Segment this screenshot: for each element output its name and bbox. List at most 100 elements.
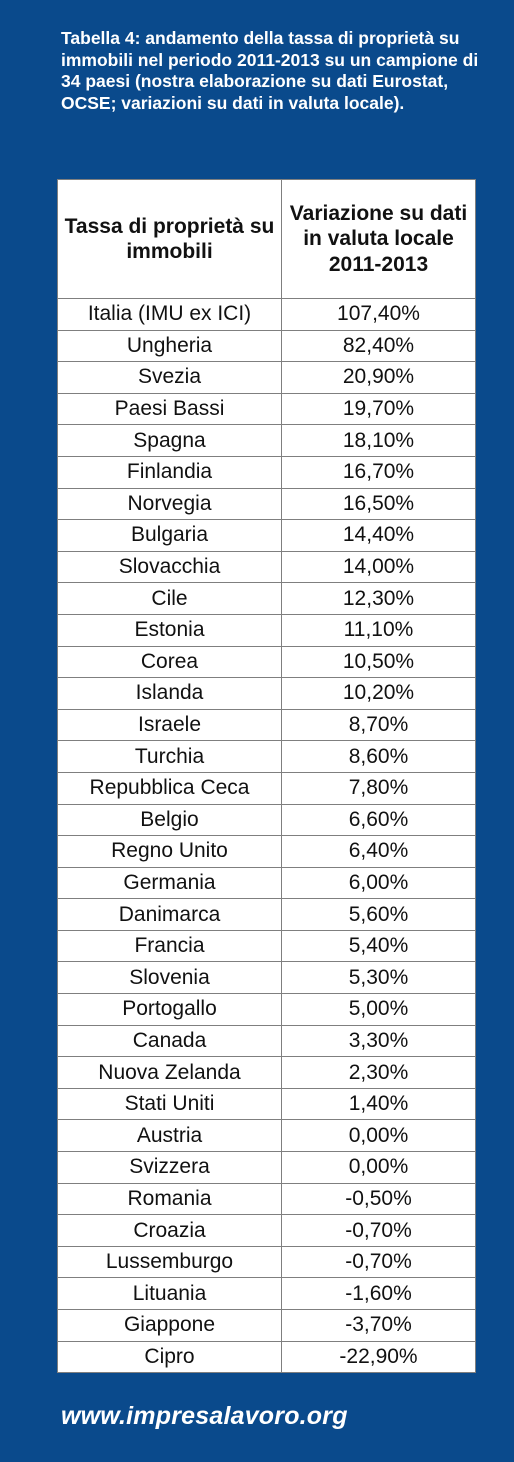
variation-cell: -0,50%	[281, 1182, 476, 1216]
column-header-country: Tassa di proprietà su immobili	[57, 179, 282, 299]
variation-cell: 1,40%	[281, 1087, 476, 1121]
variation-cell: 20,90%	[281, 361, 476, 394]
country-cell: Spagna	[57, 424, 282, 457]
variation-cell: 5,60%	[281, 898, 476, 931]
table-row: Lussemburgo -0,70%	[57, 1245, 476, 1279]
country-cell: Canada	[57, 1024, 282, 1058]
country-cell: Islanda	[57, 677, 282, 710]
country-cell: Finlandia	[57, 455, 282, 489]
variation-cell: 12,30%	[281, 582, 476, 615]
table-row: Regno Unito 6,40%	[57, 835, 476, 868]
table-caption: Tabella 4: andamento della tassa di prop…	[61, 28, 479, 113]
table-row: Finlandia 16,70%	[57, 455, 476, 489]
country-cell: Stati Uniti	[57, 1087, 282, 1121]
variation-cell: -3,70%	[281, 1309, 476, 1342]
table-row: Ungheria 82,40%	[57, 329, 476, 363]
country-cell: Austria	[57, 1119, 282, 1153]
variation-cell: 11,10%	[281, 613, 476, 647]
country-cell: Repubblica Ceca	[57, 771, 282, 805]
table-row: Svizzera 0,00%	[57, 1151, 476, 1184]
column-header-variation: Variazione su dati in valuta locale 2011…	[281, 179, 476, 299]
country-cell: Israele	[57, 708, 282, 742]
table-row: Nuova Zelanda 2,30%	[57, 1056, 476, 1089]
table-row: Austria 0,00%	[57, 1119, 476, 1153]
table-row: Slovenia 5,30%	[57, 961, 476, 995]
variation-cell: 0,00%	[281, 1119, 476, 1153]
table-row: Estonia 11,10%	[57, 613, 476, 647]
table-row: Norvegia 16,50%	[57, 487, 476, 521]
table-row: Portogallo 5,00%	[57, 993, 476, 1026]
variation-cell: 2,30%	[281, 1056, 476, 1089]
variation-cell: 10,50%	[281, 645, 476, 679]
variation-cell: 18,10%	[281, 424, 476, 457]
variation-cell: 8,70%	[281, 708, 476, 742]
table-header-row: Tassa di proprietà su immobili Variazion…	[57, 179, 476, 299]
table-row: Belgio 6,60%	[57, 803, 476, 837]
table-row: Repubblica Ceca 7,80%	[57, 771, 476, 805]
country-cell: Bulgaria	[57, 519, 282, 552]
country-cell: Ungheria	[57, 329, 282, 363]
country-cell: Danimarca	[57, 898, 282, 931]
table-row: Romania -0,50%	[57, 1182, 476, 1216]
variation-cell: 5,30%	[281, 961, 476, 995]
property-tax-table: Tassa di proprietà su immobili Variazion…	[57, 179, 476, 1374]
variation-cell: -0,70%	[281, 1245, 476, 1279]
table-row: Israele 8,70%	[57, 708, 476, 742]
variation-cell: 8,60%	[281, 740, 476, 773]
variation-cell: 16,70%	[281, 455, 476, 489]
country-cell: Svizzera	[57, 1151, 282, 1184]
table-row: Paesi Bassi 19,70%	[57, 392, 476, 426]
variation-cell: 7,80%	[281, 771, 476, 805]
country-cell: Italia (IMU ex ICI)	[57, 298, 282, 331]
variation-cell: 107,40%	[281, 298, 476, 331]
country-cell: Belgio	[57, 803, 282, 837]
variation-cell: 6,60%	[281, 803, 476, 837]
variation-cell: 5,00%	[281, 993, 476, 1026]
country-cell: Lituania	[57, 1277, 282, 1310]
variation-cell: 6,00%	[281, 866, 476, 900]
country-cell: Giappone	[57, 1309, 282, 1342]
country-cell: Portogallo	[57, 993, 282, 1026]
table-row: Croazia -0,70%	[57, 1214, 476, 1247]
table-row: Spagna 18,10%	[57, 424, 476, 457]
website-url: www.impresalavoro.org	[61, 1402, 348, 1430]
variation-cell: 19,70%	[281, 392, 476, 426]
table-row: Germania 6,00%	[57, 866, 476, 900]
table-row: Danimarca 5,60%	[57, 898, 476, 931]
country-cell: Corea	[57, 645, 282, 679]
variation-cell: -0,70%	[281, 1214, 476, 1247]
country-cell: Cipro	[57, 1340, 282, 1374]
table-row: Svezia 20,90%	[57, 361, 476, 394]
table-row: Cipro -22,90%	[57, 1340, 476, 1374]
table-row: Stati Uniti 1,40%	[57, 1087, 476, 1121]
variation-cell: -1,60%	[281, 1277, 476, 1310]
table-body: Italia (IMU ex ICI) 107,40% Ungheria 82,40%…	[57, 298, 476, 1374]
table-row: Giappone -3,70%	[57, 1309, 476, 1342]
table-row: Italia (IMU ex ICI) 107,40%	[57, 298, 476, 331]
country-cell: Regno Unito	[57, 835, 282, 868]
country-cell: Estonia	[57, 613, 282, 647]
country-cell: Norvegia	[57, 487, 282, 521]
variation-cell: 14,00%	[281, 550, 476, 584]
variation-cell: 5,40%	[281, 929, 476, 963]
country-cell: Nuova Zelanda	[57, 1056, 282, 1089]
table-row: Francia 5,40%	[57, 929, 476, 963]
variation-cell: 0,00%	[281, 1151, 476, 1184]
country-cell: Svezia	[57, 361, 282, 394]
variation-cell: -22,90%	[281, 1340, 476, 1374]
table-row: Cile 12,30%	[57, 582, 476, 615]
table-row: Islanda 10,20%	[57, 677, 476, 710]
table-row: Canada 3,30%	[57, 1024, 476, 1058]
country-cell: Lussemburgo	[57, 1245, 282, 1279]
variation-cell: 16,50%	[281, 487, 476, 521]
table-row: Turchia 8,60%	[57, 740, 476, 773]
country-cell: Croazia	[57, 1214, 282, 1247]
table-row: Slovacchia 14,00%	[57, 550, 476, 584]
variation-cell: 14,40%	[281, 519, 476, 552]
table-row: Bulgaria 14,40%	[57, 519, 476, 552]
country-cell: Turchia	[57, 740, 282, 773]
variation-cell: 10,20%	[281, 677, 476, 710]
variation-cell: 6,40%	[281, 835, 476, 868]
country-cell: Francia	[57, 929, 282, 963]
table-row: Corea 10,50%	[57, 645, 476, 679]
